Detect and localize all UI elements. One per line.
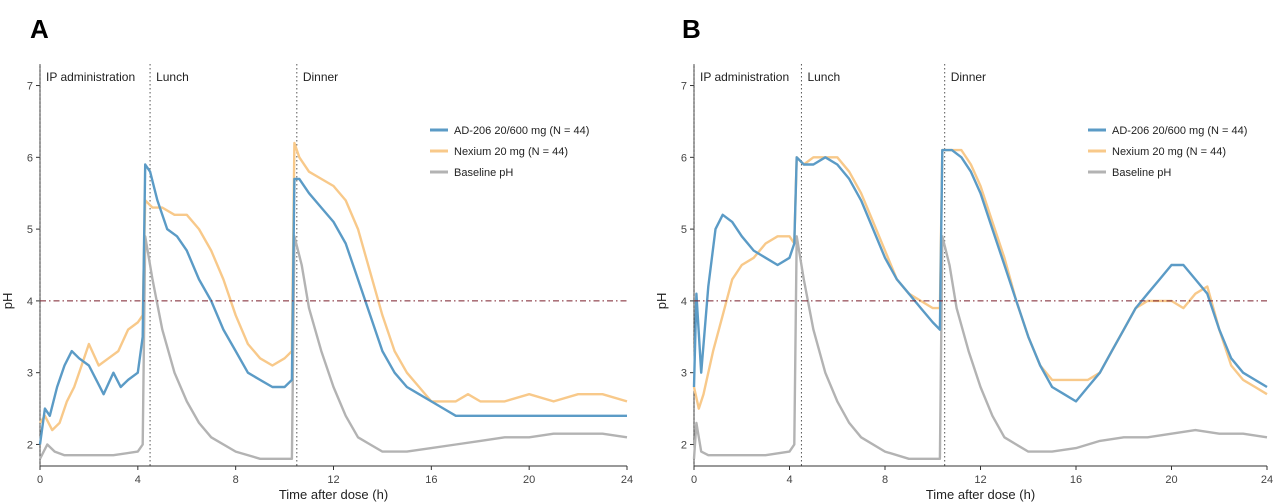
x-tick-label: 8	[882, 474, 888, 486]
y-tick-label: 7	[681, 81, 687, 93]
x-tick-label: 16	[425, 474, 437, 486]
y-axis-title: pH	[0, 293, 15, 310]
legend-label: AD-206 20/600 mg (N = 44)	[454, 125, 589, 137]
x-tick-label: 0	[37, 474, 43, 486]
y-tick-label: 2	[681, 439, 687, 451]
event-label: Dinner	[951, 70, 986, 84]
event-label: Dinner	[303, 70, 338, 84]
x-axis-title: Time after dose (h)	[926, 487, 1035, 502]
x-tick-label: 20	[1165, 474, 1177, 486]
y-tick-label: 3	[27, 368, 33, 380]
panel-label-b: B	[682, 14, 701, 44]
legend-label: Baseline pH	[1112, 167, 1171, 179]
chart-b-svg: B 2 3 4 5 6 7 0 4 8 12 16 20 24 Time after dose (h) pH…	[654, 14, 1273, 502]
y-tick-label: 7	[27, 81, 33, 93]
series-line-nexium	[692, 148, 1268, 410]
x-tick-label: 12	[974, 474, 986, 486]
panel-label-a: A	[30, 14, 49, 44]
y-tick-label: 6	[681, 152, 687, 164]
x-tick-label: 16	[1070, 474, 1082, 486]
x-tick-label: 4	[135, 474, 141, 486]
event-label: Lunch	[807, 70, 840, 84]
legend-label: Nexium 20 mg (N = 44)	[454, 146, 568, 158]
y-tick-label: 5	[681, 224, 687, 236]
x-tick-label: 0	[691, 474, 697, 486]
chart-a-svg: A 2 3 4 5 6 7 0 4 8 12 16 20 24 Time after dose (h) pH…	[0, 14, 633, 502]
y-tick-label: 4	[681, 296, 687, 308]
x-axis-title: Time after dose (h)	[279, 487, 388, 502]
y-tick-label: 5	[27, 224, 33, 236]
event-label: IP administration	[46, 70, 135, 84]
series-line-baseline	[692, 235, 1268, 460]
x-tick-label: 20	[523, 474, 535, 486]
x-tick-label: 4	[786, 474, 792, 486]
x-tick-label: 24	[621, 474, 633, 486]
y-tick-label: 6	[27, 152, 33, 164]
y-tick-label: 2	[27, 439, 33, 451]
event-label: IP administration	[700, 70, 789, 84]
x-tick-label: 8	[233, 474, 239, 486]
x-tick-label: 12	[327, 474, 339, 486]
legend-label: Nexium 20 mg (N = 44)	[1112, 146, 1226, 158]
y-tick-label: 4	[27, 296, 33, 308]
legend-label: AD-206 20/600 mg (N = 44)	[1112, 125, 1247, 137]
series-line-nexium	[39, 141, 628, 432]
legend-label: Baseline pH	[454, 167, 513, 179]
y-axis-title: pH	[654, 293, 669, 310]
series-line-ad206	[692, 148, 1268, 403]
series-line-baseline	[38, 235, 628, 460]
series-line-ad206	[38, 163, 627, 445]
chart-panel-a: A 2 3 4 5 6 7 0 4 8 12 16 20 24 Time after dose (h) pH…	[0, 0, 636, 502]
chart-panel-b: B 2 3 4 5 6 7 0 4 8 12 16 20 24 Time after dose (h) pH…	[640, 0, 1273, 502]
y-tick-label: 3	[681, 368, 687, 380]
event-label: Lunch	[156, 70, 189, 84]
x-tick-label: 24	[1261, 474, 1273, 486]
